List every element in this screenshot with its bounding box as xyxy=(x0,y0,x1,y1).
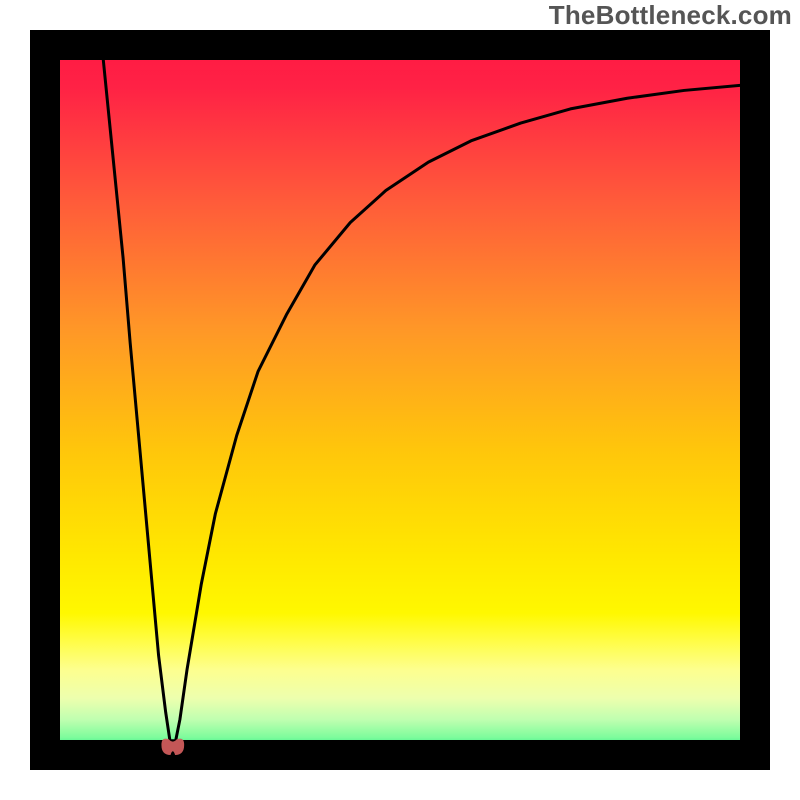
chart-stage: TheBottleneck.com xyxy=(0,0,800,800)
watermark-text: TheBottleneck.com xyxy=(549,0,792,31)
chart-svg xyxy=(0,0,800,800)
